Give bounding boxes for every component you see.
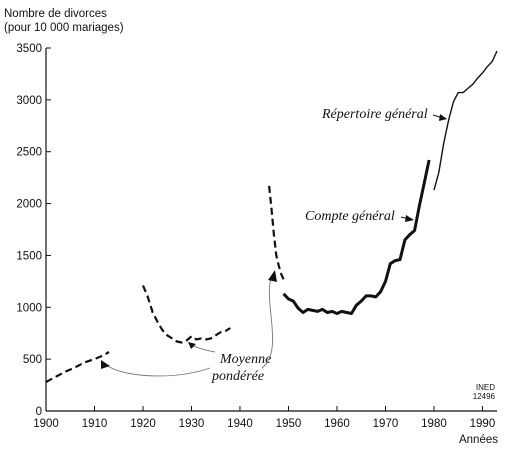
- annotation-repertoire-arrowhead: [439, 114, 447, 121]
- y-axis-label-line-1: Nombre de divorces: [4, 8, 107, 20]
- y-tick-label: 3000: [16, 95, 42, 107]
- y-tick-label: 3500: [16, 43, 42, 55]
- y-ticks: 0 500 1000 1500 2000 2500 3000 3500: [16, 43, 51, 418]
- x-tick-label: 1990: [470, 418, 496, 430]
- moyenne-leader-to-1940s: [261, 274, 274, 369]
- credit-code: 12496: [473, 392, 496, 401]
- x-tick-label: 1910: [82, 418, 108, 430]
- y-tick-label: 0: [36, 406, 42, 418]
- x-tick-label: 1970: [373, 418, 399, 430]
- series-line-solid-thick-0: [282, 159, 431, 315]
- y-tick-label: 1500: [16, 250, 42, 262]
- moyenne-leader-to-1910s: [105, 364, 211, 377]
- annotation-compte-arrowhead: [405, 215, 414, 222]
- series-line-solid-thin-0: [433, 50, 498, 191]
- annotation-moyenne-line-2: pondérée: [211, 369, 264, 384]
- x-axis-label: Années: [459, 434, 498, 446]
- series-group: [45, 50, 498, 383]
- series-line-dashed-1: [141, 285, 231, 344]
- y-axis-label-line-2: (pour 10 000 mariages): [4, 22, 124, 34]
- annotation-compte-general: Compte général: [305, 209, 395, 224]
- moyenne-arrowhead-1940s: [268, 270, 277, 282]
- series-line-dashed-0: [45, 350, 110, 383]
- y-tick-label: 1000: [16, 302, 42, 314]
- series-line-dashed-2: [268, 185, 285, 280]
- x-tick-label: 1950: [276, 418, 302, 430]
- moyenne-leader-to-1930s: [191, 344, 216, 353]
- y-tick-label: 2500: [16, 147, 42, 159]
- x-tick-label: 1920: [130, 418, 156, 430]
- x-tick-label: 1960: [324, 418, 350, 430]
- moyenne-arrowhead-1910s: [101, 360, 110, 369]
- y-tick-label: 500: [23, 354, 42, 366]
- y-tick-label: 2000: [16, 199, 42, 211]
- credit-ined: INED: [476, 383, 495, 392]
- x-tick-label: 1930: [179, 418, 205, 430]
- annotation-moyenne-line-1: Moyenne: [219, 352, 271, 367]
- x-ticks: 1900 1910 1920 1930 1940 1950 1960 1970 1980 1990: [33, 406, 495, 430]
- annotation-repertoire-general: Répertoire général: [321, 107, 428, 122]
- x-tick-label: 1940: [227, 418, 253, 430]
- moyenne-arrowhead-1930s: [188, 342, 196, 349]
- x-tick-label: 1900: [33, 418, 59, 430]
- x-tick-label: 1980: [421, 418, 447, 430]
